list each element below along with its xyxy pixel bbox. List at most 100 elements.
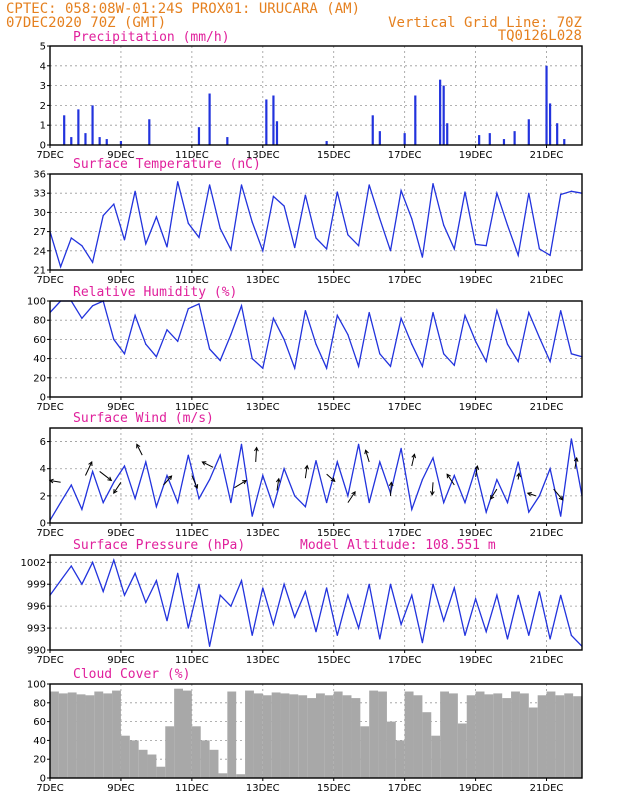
pressure-point bbox=[506, 638, 509, 640]
wind-arrow bbox=[85, 461, 93, 476]
precipitation-x-tick-label: 7DEC bbox=[36, 150, 63, 161]
cloud-cover-column bbox=[165, 726, 175, 778]
wind-point bbox=[251, 515, 253, 517]
precipitation-bar bbox=[84, 133, 87, 145]
precipitation-bar bbox=[70, 137, 73, 145]
precipitation-bar bbox=[378, 131, 381, 145]
cloud-cover-column bbox=[360, 726, 370, 778]
cloud-cover-x-tick-label: 11DEC bbox=[175, 783, 209, 794]
cloud-cover-column bbox=[236, 774, 246, 778]
precipitation-bar bbox=[148, 119, 151, 145]
wind-point bbox=[517, 461, 519, 463]
pressure-x-tick-label: 11DEC bbox=[175, 655, 209, 666]
precipitation-frame bbox=[49, 45, 583, 146]
wind-x-tick-label: 7DEC bbox=[36, 528, 63, 539]
humidity-point bbox=[368, 311, 370, 314]
header-date: 07DEC2020 70Z (GMT) bbox=[6, 15, 166, 31]
wind-point bbox=[347, 495, 349, 497]
temperature-point bbox=[304, 194, 306, 196]
cloud-cover-column bbox=[378, 691, 387, 778]
wind-arrow-head bbox=[411, 453, 417, 459]
temperature-point bbox=[272, 195, 275, 197]
wind-point bbox=[485, 511, 487, 513]
humidity-point bbox=[400, 317, 402, 319]
pressure-point bbox=[70, 565, 72, 567]
wind-arrow-head bbox=[167, 475, 173, 481]
wind-x-tick-label: 9DEC bbox=[107, 528, 134, 539]
pressure-point bbox=[209, 645, 211, 647]
cloud-cover-column bbox=[191, 726, 201, 778]
precipitation-bar bbox=[478, 135, 481, 145]
precipitation-x-tick-label: 11DEC bbox=[175, 150, 209, 161]
pressure-point bbox=[538, 590, 541, 593]
wind-arrow-head bbox=[242, 479, 248, 485]
wind-arrow-head bbox=[254, 446, 259, 452]
temperature-x-tick-label: 9DEC bbox=[107, 275, 134, 286]
humidity-x-tick-label: 15DEC bbox=[317, 402, 351, 413]
humidity-point bbox=[379, 353, 381, 355]
pressure-point bbox=[357, 627, 360, 629]
humidity-y-tick-label: 20 bbox=[33, 373, 46, 384]
cloud-cover-y-tick-label: 40 bbox=[33, 736, 46, 747]
cloud-cover-column bbox=[493, 693, 503, 778]
humidity-point bbox=[134, 314, 136, 316]
cloud-cover-column bbox=[316, 693, 325, 778]
cloud-cover-title: Cloud Cover (%) bbox=[73, 667, 190, 682]
precipitation-bar bbox=[442, 85, 445, 145]
humidity-point bbox=[123, 353, 126, 355]
pressure-point bbox=[294, 616, 296, 618]
temperature-point bbox=[400, 190, 402, 192]
temperature-y-tick-label: 21 bbox=[33, 266, 46, 277]
temperature-point bbox=[315, 237, 317, 239]
cloud-cover-x-tick-label: 9DEC bbox=[107, 783, 134, 794]
wind-arrow-head bbox=[88, 461, 93, 467]
wind-arrow bbox=[517, 473, 520, 480]
wind-arrow bbox=[411, 454, 415, 467]
cloud-cover-column bbox=[58, 693, 68, 778]
cloud-cover-panel: 0 20 40 60 80 100 7DEC 9DEC 11DEC 13DEC 15DEC 17DEC… bbox=[27, 667, 583, 794]
cloud-cover-column bbox=[183, 690, 192, 778]
wind-arrow-head bbox=[330, 477, 336, 483]
cloud-cover-column bbox=[253, 693, 263, 778]
humidity-x-tick-label: 21DEC bbox=[530, 402, 564, 413]
cloud-cover-column bbox=[298, 695, 308, 778]
wind-arrow bbox=[326, 473, 336, 482]
precipitation-x-tick-label: 15DEC bbox=[317, 150, 351, 161]
precipitation-bar bbox=[197, 127, 201, 145]
humidity-point bbox=[432, 311, 434, 314]
pressure-point bbox=[517, 594, 519, 596]
wind-arrow bbox=[365, 450, 370, 463]
precipitation-bar bbox=[325, 141, 328, 145]
wind-x-tick-label: 17DEC bbox=[388, 528, 422, 539]
humidity-series-line bbox=[49, 300, 583, 371]
precipitation-panel: 0 1 2 3 4 5 7DEC 9DEC 11DEC 13DEC 15DEC 17DEC 19DEC 2… bbox=[36, 30, 583, 161]
wind-arrow-head bbox=[430, 491, 435, 496]
humidity-panel: 0 20 40 60 80 100 7DEC 9DEC 11DEC 13DEC 15DEC 17DEC… bbox=[27, 285, 583, 413]
humidity-y-tick-label: 40 bbox=[33, 354, 46, 365]
humidity-point bbox=[272, 317, 275, 319]
humidity-point bbox=[549, 360, 551, 363]
temperature-x-tick-label: 13DEC bbox=[246, 275, 280, 286]
temperature-point bbox=[240, 184, 243, 186]
temperature-point bbox=[70, 237, 72, 239]
precipitation-title: Precipitation (mm/h) bbox=[73, 30, 230, 45]
humidity-point bbox=[475, 340, 477, 342]
wind-point bbox=[240, 443, 243, 445]
cloud-cover-column bbox=[440, 691, 449, 778]
header-location: CPTEC: 058:08W-01:24S PROX01: URUCARA (A… bbox=[6, 1, 360, 17]
humidity-point bbox=[230, 334, 232, 336]
cloud-cover-column bbox=[85, 695, 95, 778]
cloud-cover-x-tick-label: 19DEC bbox=[459, 783, 493, 794]
temperature-y-tick-label: 30 bbox=[33, 208, 46, 219]
temperature-point bbox=[145, 243, 147, 245]
humidity-point bbox=[528, 311, 530, 314]
humidity-point bbox=[336, 314, 338, 316]
humidity-point bbox=[517, 360, 519, 363]
humidity-x-tick-label: 7DEC bbox=[36, 402, 63, 413]
wind-point bbox=[155, 506, 157, 508]
wind-point bbox=[283, 468, 285, 470]
humidity-point bbox=[570, 353, 572, 355]
wind-arrow-head bbox=[558, 495, 564, 501]
wind-point bbox=[400, 447, 402, 449]
wind-arrow bbox=[234, 480, 247, 489]
